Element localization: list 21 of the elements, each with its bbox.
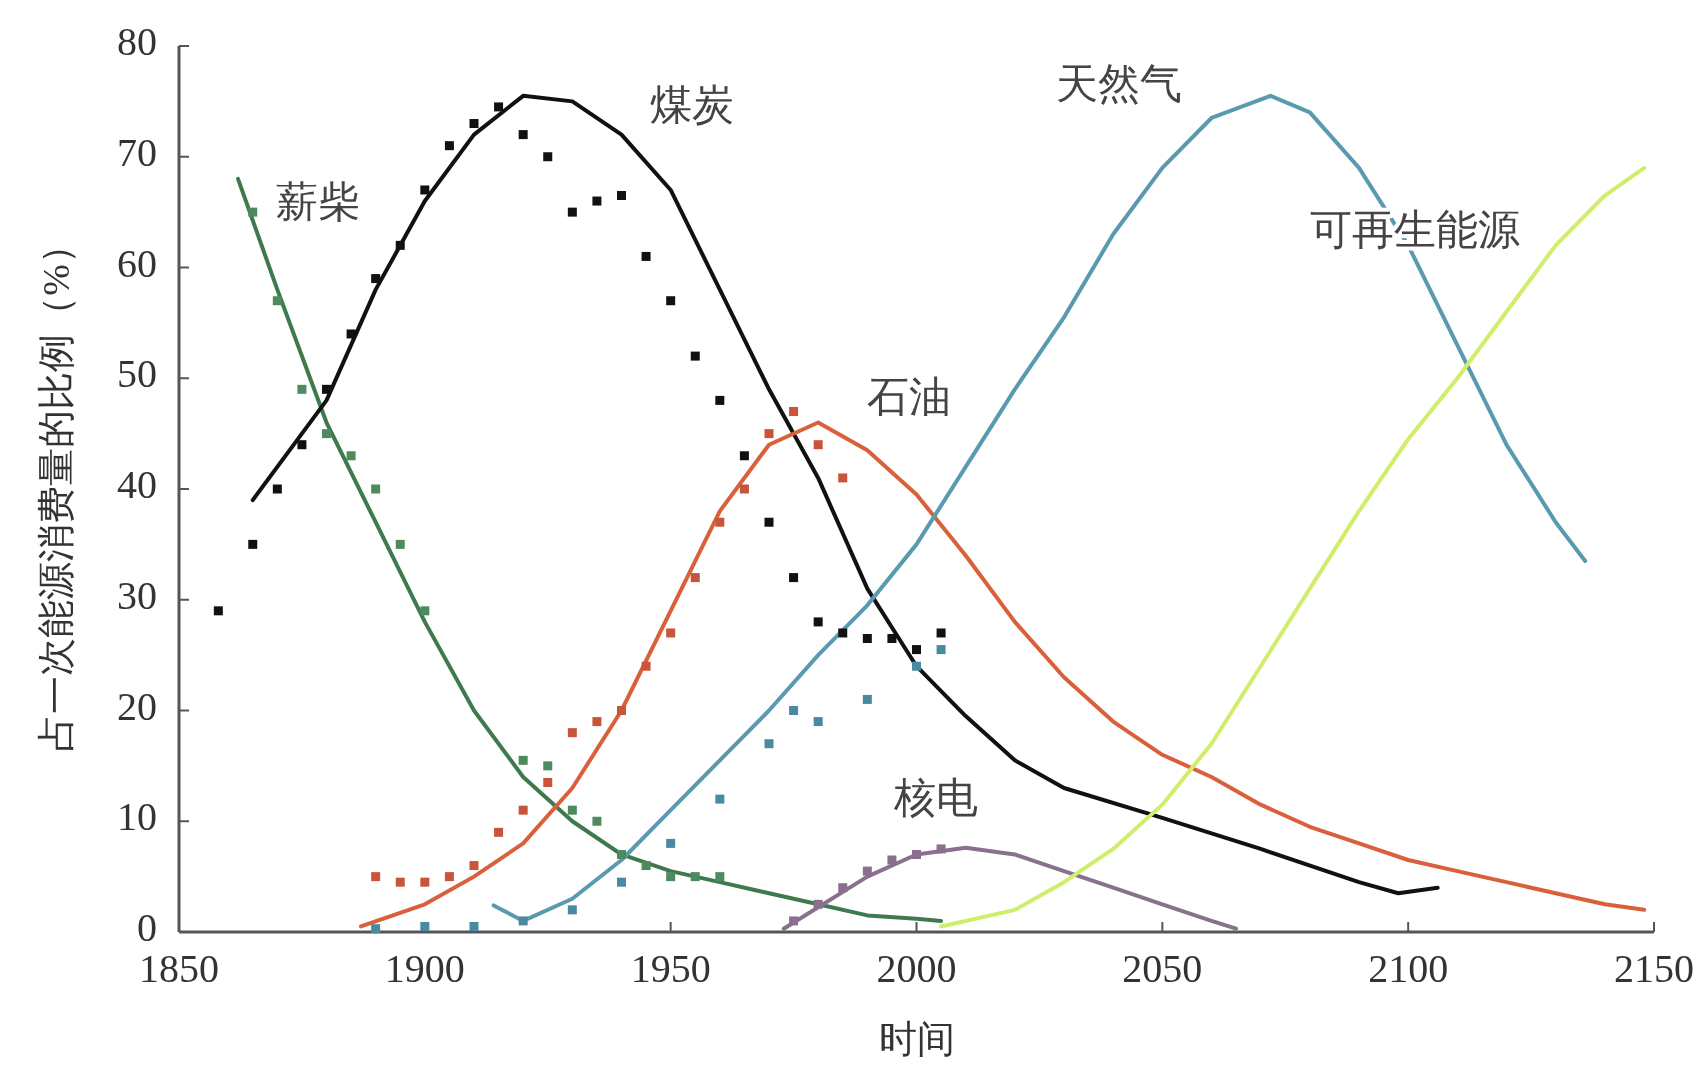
series-label: 核电 xyxy=(892,775,978,822)
x-tick-label: 1900 xyxy=(384,946,465,991)
x-tick-label: 2050 xyxy=(1122,946,1203,991)
series-label: 石油 xyxy=(866,374,951,421)
series-label: 天然气 xyxy=(1056,60,1183,107)
y-tick-label: 50 xyxy=(117,351,157,397)
y-tick-label: 60 xyxy=(117,240,157,286)
y-tick-label: 40 xyxy=(117,462,157,508)
x-axis-title: 时间 xyxy=(878,1018,955,1060)
x-tick-label: 1950 xyxy=(630,946,711,991)
y-tick-label: 30 xyxy=(117,572,157,618)
series-label: 薪柴 xyxy=(276,179,361,226)
series-label: 煤炭 xyxy=(650,81,735,128)
y-tick-label: 70 xyxy=(117,129,157,175)
y-tick-label: 20 xyxy=(117,683,157,729)
x-tick-label: 2000 xyxy=(876,946,957,991)
y-axis-title: 占一次能源消费量的比例（%） xyxy=(34,226,77,752)
y-tick-label: 10 xyxy=(117,794,157,840)
x-tick-label: 2100 xyxy=(1368,946,1449,991)
x-tick-label: 2150 xyxy=(1614,946,1694,991)
y-tick-label: 80 xyxy=(117,19,157,65)
